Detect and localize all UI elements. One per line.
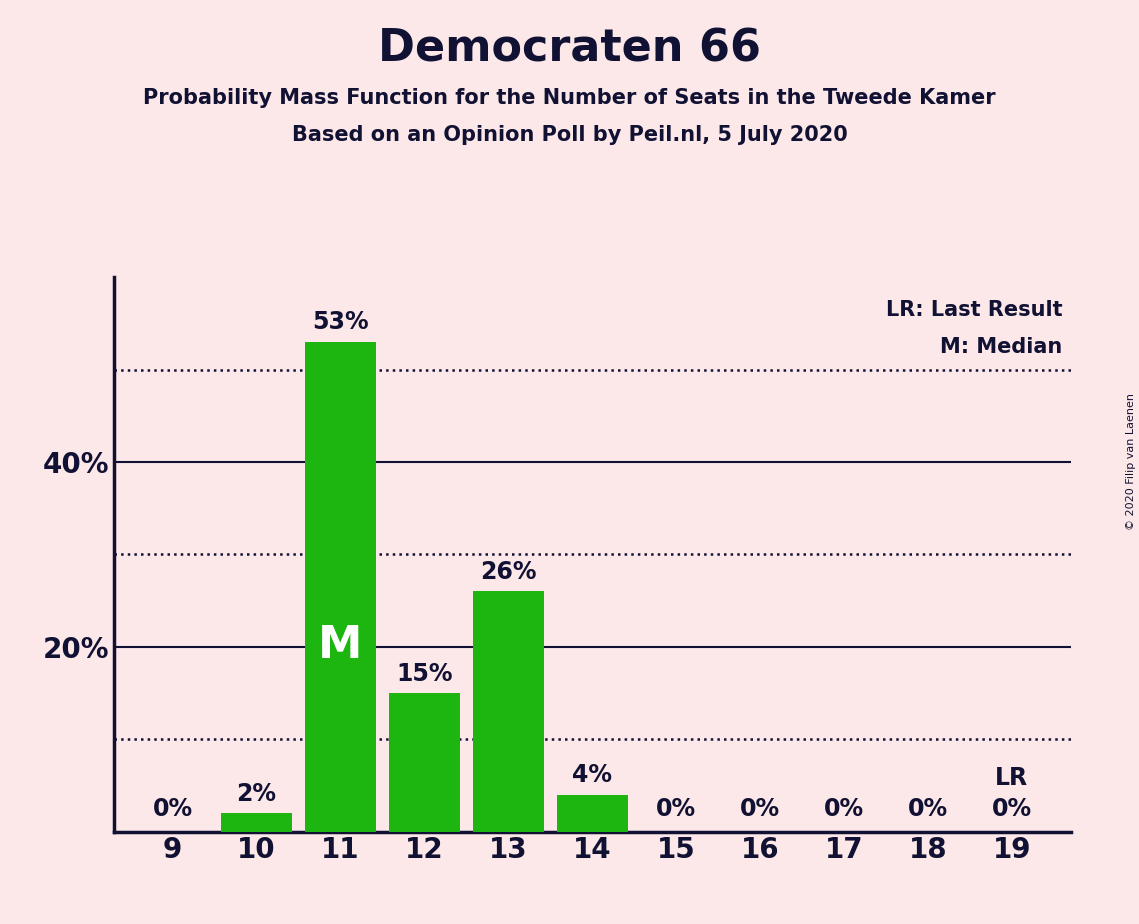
Bar — [305, 342, 376, 832]
Text: 26%: 26% — [481, 560, 536, 584]
Text: 0%: 0% — [992, 796, 1032, 821]
Text: 0%: 0% — [740, 796, 780, 821]
Text: M: M — [318, 624, 362, 667]
Text: 0%: 0% — [908, 796, 948, 821]
Bar — [557, 795, 628, 832]
Bar — [473, 591, 544, 832]
Text: LR: LR — [995, 766, 1029, 790]
Text: Probability Mass Function for the Number of Seats in the Tweede Kamer: Probability Mass Function for the Number… — [144, 88, 995, 108]
Text: 4%: 4% — [572, 763, 613, 787]
Text: 2%: 2% — [237, 782, 277, 806]
Text: © 2020 Filip van Laenen: © 2020 Filip van Laenen — [1126, 394, 1136, 530]
Text: Democraten 66: Democraten 66 — [378, 28, 761, 71]
Text: 15%: 15% — [396, 662, 452, 686]
Text: M: Median: M: Median — [940, 337, 1063, 358]
Text: 0%: 0% — [153, 796, 192, 821]
Text: 0%: 0% — [823, 796, 865, 821]
Bar — [221, 813, 293, 832]
Text: 53%: 53% — [312, 310, 369, 334]
Text: LR: Last Result: LR: Last Result — [886, 300, 1063, 321]
Text: 0%: 0% — [656, 796, 696, 821]
Bar — [388, 693, 460, 832]
Text: Based on an Opinion Poll by Peil.nl, 5 July 2020: Based on an Opinion Poll by Peil.nl, 5 J… — [292, 125, 847, 145]
